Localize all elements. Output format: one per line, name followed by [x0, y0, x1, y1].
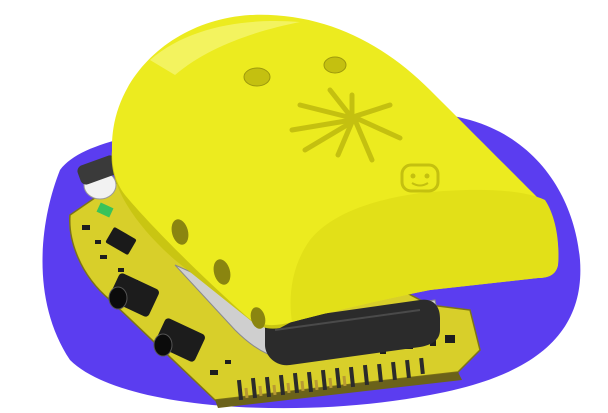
- side-hole-3: [250, 307, 266, 329]
- black-component: [77, 155, 119, 185]
- case-highlight: [150, 20, 300, 75]
- side-hole-2: [213, 259, 231, 285]
- case-front-face: [290, 189, 559, 322]
- green-chip: [96, 202, 114, 218]
- pcb-edge: [215, 372, 462, 408]
- edge-connector-pads: [236, 357, 425, 401]
- smiley-badge-icon: [400, 163, 440, 193]
- side-hole-1: [171, 219, 189, 245]
- top-hole-1: [243, 67, 271, 87]
- audio-jack-1: [108, 273, 159, 317]
- sparkle-emblem-icon: [289, 87, 403, 163]
- gold-pads: [244, 375, 347, 399]
- top-hole-2: [323, 56, 347, 74]
- audio-jack-2: [153, 318, 205, 362]
- ic-chip: [105, 227, 137, 255]
- cartridge-highlight: [274, 309, 421, 331]
